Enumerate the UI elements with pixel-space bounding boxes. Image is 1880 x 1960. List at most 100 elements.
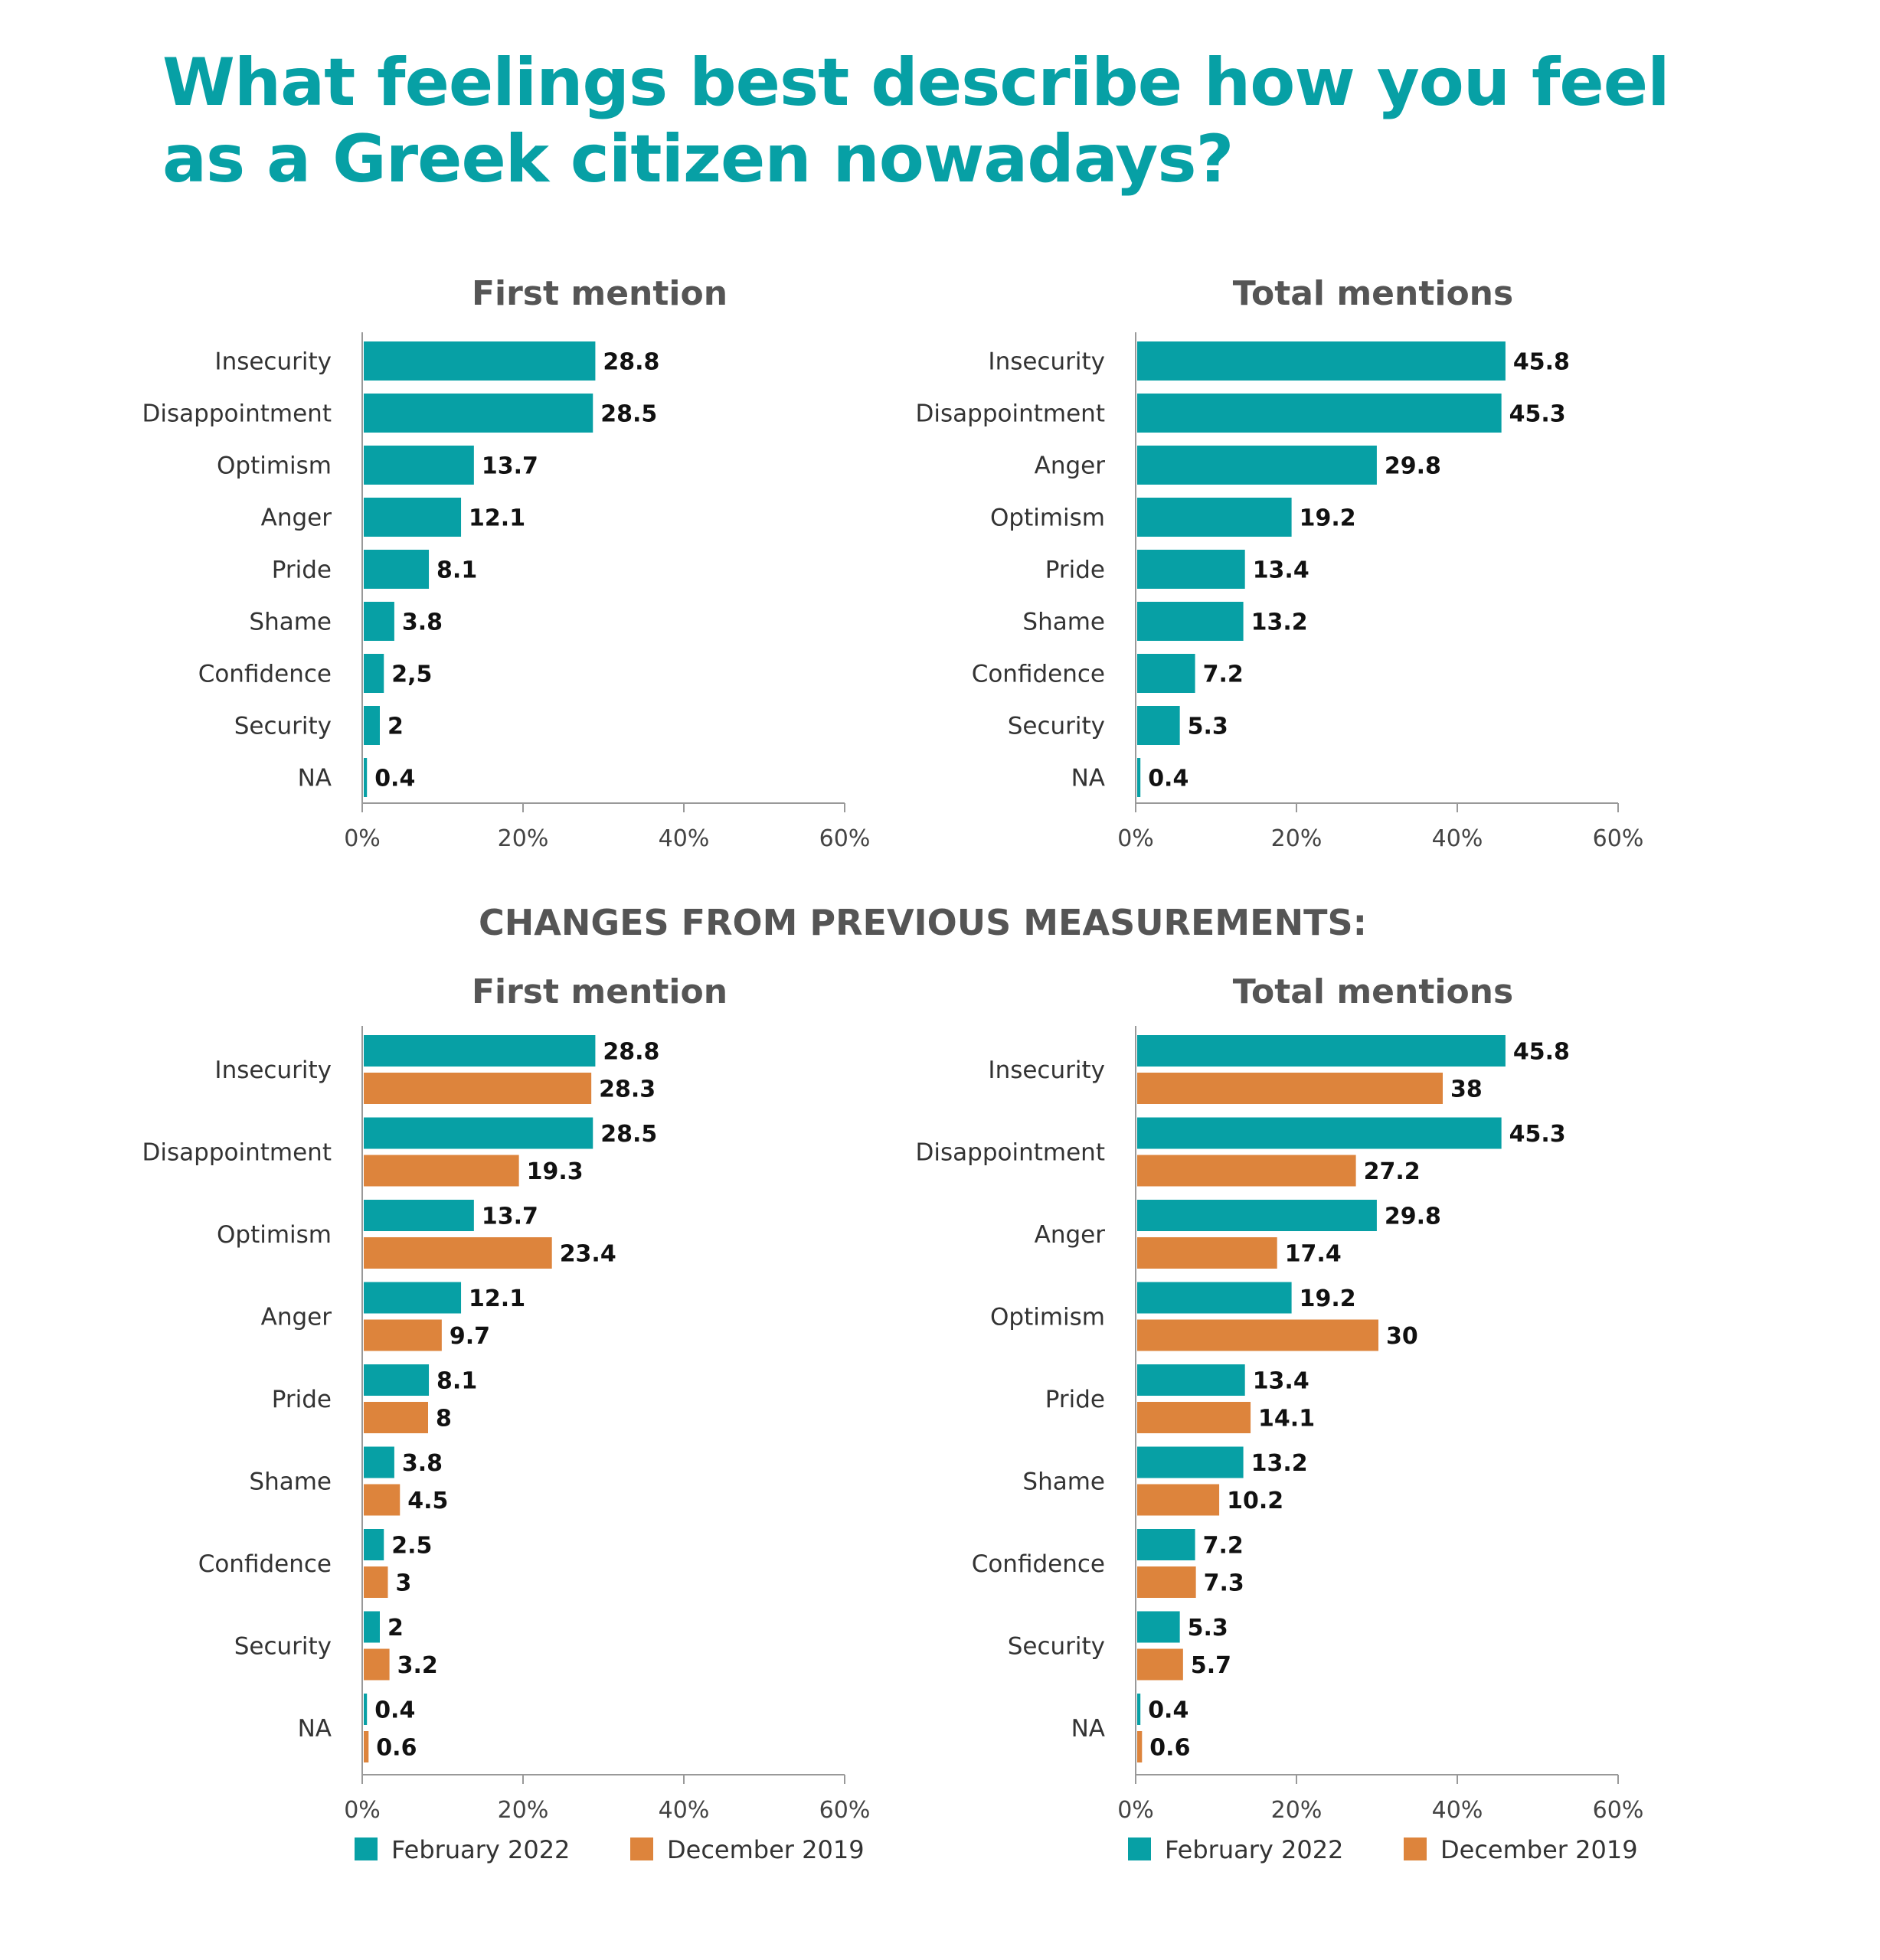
data-label: 7.2 (1203, 662, 1244, 688)
x-tick-label: 60% (819, 825, 871, 852)
x-tick-label: 40% (659, 1797, 710, 1824)
data-label: 13.2 (1251, 1450, 1308, 1477)
category-label: Confidence (198, 661, 332, 688)
bar (1137, 1319, 1378, 1351)
category-label: Disappointment (142, 400, 332, 428)
bar (1137, 706, 1180, 745)
category-label: Anger (261, 505, 332, 532)
bar (1137, 1694, 1141, 1725)
category-label: NA (298, 1715, 332, 1743)
bar (364, 602, 394, 641)
category-label: Optimism (217, 1221, 332, 1249)
category-label: Shame (249, 609, 332, 636)
bar (364, 1402, 428, 1433)
page-title: What feelings best describe how you feel… (162, 44, 1670, 198)
data-label: 9.7 (450, 1323, 490, 1350)
data-label: 12.1 (469, 1285, 525, 1312)
category-label: Pride (1045, 1386, 1105, 1413)
category-label: Insecurity (214, 1057, 332, 1084)
category-label: Confidence (972, 1550, 1105, 1578)
bar (1137, 1282, 1292, 1314)
bar (1137, 1035, 1506, 1067)
data-label: 0.4 (1148, 766, 1188, 792)
data-label: 7.2 (1203, 1533, 1244, 1560)
category-label: Shame (1022, 1468, 1105, 1496)
x-tick-label: 40% (659, 825, 710, 852)
bar (364, 446, 474, 485)
category-label: Security (1008, 713, 1105, 740)
bar (364, 394, 593, 433)
category-label: NA (298, 765, 332, 792)
bar (1137, 1529, 1195, 1560)
data-label: 30 (1386, 1323, 1418, 1350)
data-label: 5.3 (1188, 714, 1228, 740)
bar (364, 1611, 380, 1643)
category-label: Disappointment (916, 1139, 1105, 1167)
category-label: Disappointment (916, 400, 1105, 428)
data-label: 0.6 (1149, 1735, 1190, 1762)
bar (1137, 1611, 1180, 1643)
category-label: Insecurity (214, 348, 332, 376)
bar (1137, 446, 1377, 485)
data-label: 28.3 (599, 1076, 656, 1103)
bar (1137, 1566, 1196, 1598)
legend-swatch (1128, 1838, 1151, 1860)
bar (1137, 1073, 1443, 1104)
chart-title: Total mentions (1233, 274, 1513, 313)
data-label: 8.1 (436, 1368, 477, 1395)
bar (1137, 758, 1141, 797)
data-label: 3.8 (402, 609, 443, 636)
category-label: Security (1008, 1633, 1105, 1661)
data-label: 29.8 (1385, 1204, 1441, 1230)
data-label: 45.8 (1513, 1039, 1570, 1066)
category-label: NA (1071, 765, 1105, 792)
bar (364, 1237, 552, 1269)
category-label: Pride (1045, 557, 1105, 584)
data-label: 28.8 (603, 1039, 659, 1066)
x-tick-label: 60% (1593, 1797, 1644, 1824)
category-label: Anger (1035, 452, 1106, 480)
data-label: 5.7 (1191, 1652, 1231, 1679)
data-label: 45.8 (1513, 349, 1570, 376)
x-tick-label: 0% (1117, 825, 1154, 852)
bar (1137, 1237, 1277, 1269)
data-label: 12.1 (469, 505, 525, 532)
data-label: 17.4 (1285, 1241, 1342, 1268)
bar (364, 1694, 368, 1725)
bar (364, 1200, 474, 1231)
bar (364, 341, 596, 381)
x-tick-label: 20% (1271, 1797, 1323, 1824)
category-label: Insecurity (988, 1057, 1105, 1084)
x-tick-label: 0% (344, 1797, 381, 1824)
bar (364, 1155, 519, 1187)
data-label: 13.4 (1253, 1368, 1309, 1395)
bar (364, 654, 384, 693)
category-label: Optimism (990, 1304, 1105, 1331)
data-label: 28.8 (603, 349, 659, 376)
bar (1137, 1155, 1356, 1187)
bar (364, 1446, 394, 1478)
data-label: 2.5 (391, 1533, 432, 1560)
data-label: 14.1 (1258, 1406, 1315, 1432)
data-label: 13.2 (1251, 609, 1308, 636)
bar (364, 1529, 384, 1560)
x-tick-label: 20% (498, 825, 549, 852)
x-tick-label: 60% (819, 1797, 871, 1824)
bar (364, 550, 430, 589)
category-label: Anger (1035, 1221, 1106, 1249)
data-label: 0.4 (1148, 1697, 1188, 1724)
category-label: Disappointment (142, 1139, 332, 1167)
bar (1137, 1200, 1377, 1231)
category-label: Optimism (217, 452, 332, 480)
data-label: 0.4 (374, 1697, 415, 1724)
data-label: 45.3 (1509, 401, 1566, 428)
data-label: 0.4 (374, 766, 415, 792)
x-tick-label: 20% (498, 1797, 549, 1824)
category-label: Shame (1022, 609, 1105, 636)
bar (1137, 1446, 1244, 1478)
bar (364, 1073, 592, 1104)
category-label: Pride (272, 557, 332, 584)
bar (1137, 1117, 1502, 1149)
bar (1137, 1364, 1245, 1396)
x-tick-label: 20% (1271, 825, 1323, 852)
